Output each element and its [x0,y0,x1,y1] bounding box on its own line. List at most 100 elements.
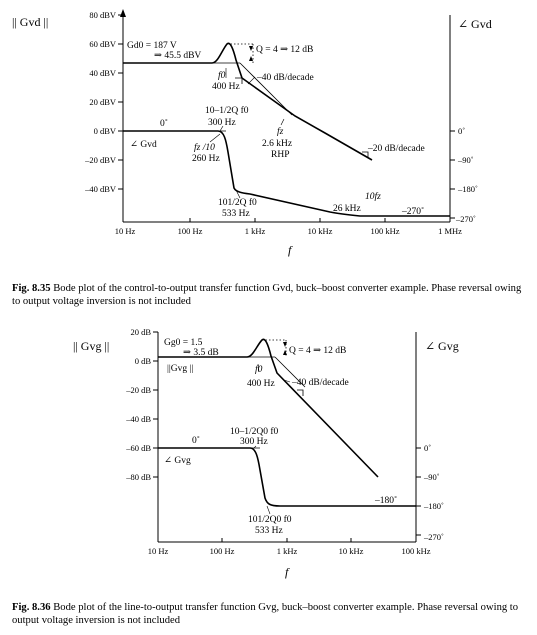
freq-tick-label: 10 Hz [148,546,169,556]
mag-tick-label: 20 dB [130,327,151,337]
phase-name-label: ∠ Gvg [164,456,191,466]
f300-value: 300 Hz [208,118,236,128]
mag-name-label: ||Gvg || [167,364,193,374]
freq-tick-label: 10 kHz [308,226,333,236]
phase-axis-ticks [450,130,455,219]
freq-tick-label: 1 kHz [245,226,266,236]
leader-lines [209,68,285,199]
mag-tick-label: 0 dB [135,356,152,366]
q-annotation: Q = 4 ⇒ 12 dB [289,346,346,356]
slope-label: –40 dB/decade [291,378,349,388]
freq-tick-label: 100 Hz [210,546,235,556]
freq-axis-ticks [189,218,386,222]
f0-value: 400 Hz [212,82,240,92]
f0-label: f0 [218,70,226,81]
mag-axis-ticks [118,14,123,190]
fz10-label: fz /10 [194,142,215,153]
mag-axis-arrow [120,9,126,17]
phase-tick-label: –270˚ [423,532,444,542]
freq-tick-label: 100 Hz [178,226,203,236]
f300-label: 10–1/2Q f0 [205,105,249,116]
freq-tick-label: 10 Hz [115,226,136,236]
phase-tick-label: –270˚ [455,214,476,224]
figure-8-36: || Gvg || ∠ Gvg 20 dB 0 dB –20 dB –40 dB… [0,320,537,582]
freq-tick-label: 1 MHz [438,226,462,236]
freq-tick-label: 100 kHz [370,226,399,236]
phase-tick-label: –180˚ [423,501,444,511]
mag-tick-label: 20 dBV [89,97,117,107]
fz10-value: 260 Hz [192,154,220,164]
gain-annotation-db: ⇒ 3.5 dB [183,348,219,358]
q-arrow-down [283,350,287,355]
q-arrow-up [249,46,253,51]
slope-marker-2 [362,151,369,158]
f0-value: 400 Hz [247,379,275,389]
mag-tick-label: 0 dBV [94,126,117,136]
phase-tick-label: –90˚ [423,472,440,482]
slope-label: –40 dB/decade [256,73,314,83]
phase-zero-label: 0˚ [160,118,168,129]
mag-tick-label: 60 dBV [89,39,117,49]
caption-label: Fig. 8.36 [12,602,51,613]
figure-8-35: || Gvd || ∠ Gvd 80 dBV 60 dBV 40 dBV 20 … [0,0,537,262]
fz-label: fz [277,126,284,137]
freq-tick-label: 1 kHz [277,546,298,556]
phase-tick-label: –180˚ [457,184,478,194]
right-axis-title: ∠ Gvd [458,17,492,31]
freq-axis-ticks [221,538,352,542]
f300-label: 10–1/2Q0 f0 [230,426,279,437]
phase-name-label: ∠ Gvd [130,140,157,150]
left-axis-title: || Gvg || [73,339,109,353]
magnitude-asymptote-slope [274,356,306,388]
mag-tick-label: –80 dB [125,472,151,482]
freq-axis-label: f [288,243,293,257]
phase-tick-label: 0˚ [424,443,431,453]
mag-tick-label: –40 dBV [84,184,117,194]
phase-zero-label: 0˚ [192,435,200,446]
phase-tick-label: –90˚ [457,155,474,165]
mag-tick-label: 80 dBV [89,10,117,20]
f533-value: 533 Hz [222,209,250,219]
slope-marker [235,77,243,84]
magnitude-exact-curve [158,338,379,478]
gain-annotation-db: ⇒ 45.5 dBV [154,51,201,61]
f533-label: 101/2Q f0 [218,197,257,208]
f533-value: 533 Hz [255,526,283,536]
q-arrow-down [249,56,253,61]
phase-tick-label: 0˚ [458,126,465,136]
fz10x-value: 26 kHz [333,204,361,214]
slope-marker [297,389,304,396]
gain-annotation: Gg0 = 1.5 [164,338,203,348]
mag-axis-ticks [153,331,158,478]
q-arrow-up [283,342,287,347]
f533-label: 101/2Q0 f0 [248,514,292,525]
fz10x-label: 10fz [365,191,381,202]
phase-exact-curve [158,447,416,507]
q-annotation: Q = 4 ⇒ 12 dB [256,45,313,55]
phase-180-label: –180˚ [374,495,397,506]
right-axis-title: ∠ Gvg [425,339,459,353]
mag-tick-label: –60 dB [125,443,151,453]
phase-axis-ticks [416,447,421,536]
phase-270-label: –270˚ [401,206,424,217]
left-axis-title: || Gvd || [12,15,48,29]
mag-tick-label: –20 dB [125,385,151,395]
bode-plot-gvg: || Gvg || ∠ Gvg 20 dB 0 dB –20 dB –40 dB… [73,327,459,579]
f300-value: 300 Hz [240,437,268,447]
caption-label: Fig. 8.35 [12,283,51,294]
fz-value: 2.6 kHz [262,139,292,149]
freq-axis-label: f [285,565,290,579]
caption-text: Bode plot of the control-to-output trans… [12,283,522,307]
mag-tick-label: 40 dBV [89,68,117,78]
slope2-label: –20 dB/decade [367,144,425,154]
caption-text: Bode plot of the line-to-output transfer… [12,602,519,626]
mag-tick-label: –40 dB [125,414,151,424]
freq-tick-label: 10 kHz [339,546,364,556]
gain-annotation: Gd0 = 187 V [127,41,177,51]
figure-caption: Fig. 8.36 Bode plot of the line-to-outpu… [12,601,527,627]
magnitude-asymptote-slope [239,62,293,116]
freq-tick-label: 100 kHz [401,546,430,556]
phase-exact-curve [123,130,450,217]
mag-tick-label: –20 dBV [84,155,117,165]
fz-rhp-label: RHP [271,150,289,160]
